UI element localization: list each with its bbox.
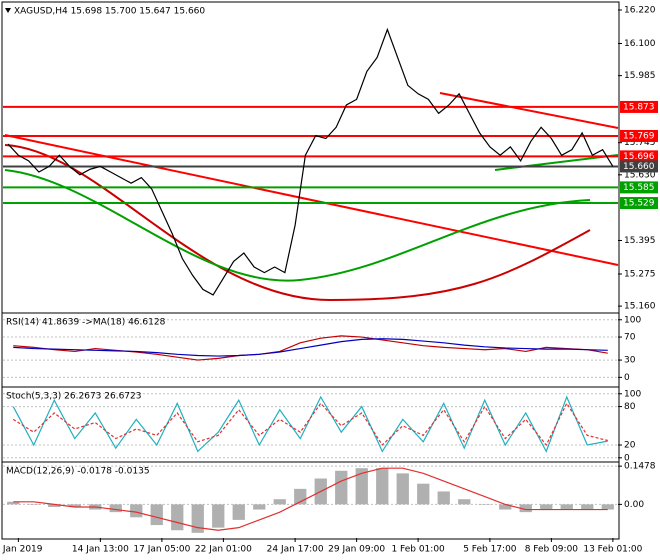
histogram-bar	[109, 504, 122, 513]
y-tick-label: 0.1478	[624, 462, 656, 472]
histogram-bar	[68, 504, 81, 507]
histogram-bar	[478, 504, 491, 505]
histogram-bar	[581, 504, 594, 510]
histogram-bar	[437, 491, 450, 505]
y-tick-label: 30	[624, 356, 636, 366]
x-tick-label: 9 Jan 2019	[0, 545, 43, 555]
y-tick-label: 15.745	[624, 138, 656, 148]
y-tick-label: 16.100	[624, 39, 656, 49]
y-tick-label: 70	[624, 333, 636, 343]
histogram-bar	[355, 468, 368, 505]
y-tick-label: 0	[624, 453, 630, 463]
moving-average	[4, 169, 591, 282]
histogram-bar	[253, 504, 266, 510]
y-tick-label: 80	[624, 402, 636, 412]
histogram-bar	[191, 504, 204, 533]
x-tick-label: 8 Feb 09:00	[525, 545, 579, 555]
indicator-line	[12, 402, 608, 447]
y-tick-label: 20	[624, 440, 636, 450]
histogram-bar	[7, 501, 20, 505]
x-tick-label: 24 Jan 17:00	[267, 545, 324, 555]
level-label: 15.660	[623, 162, 655, 172]
price-line	[7, 27, 614, 296]
histogram-bar	[601, 504, 614, 510]
y-tick-label: 15.630	[624, 170, 656, 180]
histogram-bar	[273, 499, 286, 505]
indicator-line	[13, 335, 608, 361]
title-icon	[5, 8, 11, 13]
x-tick-label: 22 Jan 01:00	[195, 545, 252, 555]
x-tick-label: 5 Feb 17:00	[463, 545, 517, 555]
panel-frame	[1, 461, 620, 540]
histogram-bar	[130, 504, 143, 518]
indicator-line	[13, 338, 608, 357]
histogram-bar	[232, 504, 245, 520]
indicator-title: RSI(14) 41.8639 ->MA(18) 46.6128	[6, 318, 166, 328]
level-box	[620, 150, 658, 163]
level-box	[620, 181, 658, 194]
trend-line	[439, 92, 619, 129]
histogram-bar	[499, 504, 512, 510]
moving-average	[4, 144, 591, 302]
y-tick-label: 0.00	[624, 500, 644, 510]
x-tick-label: 17 Jan 05:00	[133, 545, 190, 555]
indicator-line	[13, 467, 608, 531]
x-tick-label: 1 Feb 01:00	[391, 545, 445, 555]
y-tick-label: 100	[624, 315, 641, 325]
histogram-bar	[519, 504, 532, 513]
chart-title: XAGUSD,H4 15.698 15.700 15.647 15.660	[14, 7, 205, 17]
histogram-bar	[458, 499, 471, 505]
x-tick-label: 14 Jan 13:00	[72, 545, 129, 555]
histogram-bar	[376, 468, 389, 505]
level-label: 15.585	[623, 183, 655, 193]
level-box	[620, 100, 658, 113]
indicator-title: MACD(12,26,9) -0.0178 -0.0135	[6, 467, 150, 477]
level-box	[620, 129, 658, 142]
histogram-bar	[27, 504, 40, 505]
histogram-bar	[212, 504, 225, 528]
level-label: 15.873	[623, 102, 655, 112]
histogram-bar	[48, 504, 61, 507]
histogram-bar	[335, 470, 348, 505]
y-tick-label: 100	[624, 389, 641, 399]
level-label: 15.696	[623, 152, 655, 162]
indicator-title: Stoch(5,3,3) 26.2673 26.6723	[6, 392, 141, 402]
level-box	[620, 197, 658, 210]
histogram-bar	[150, 504, 163, 526]
y-tick-label: 15.395	[624, 236, 656, 246]
trend-line	[494, 154, 619, 171]
level-label: 15.529	[623, 199, 655, 209]
histogram-bar	[417, 483, 430, 505]
y-tick-label: 15.985	[624, 71, 656, 81]
histogram-bar	[396, 473, 409, 505]
histogram-bar	[540, 504, 553, 510]
level-label: 15.769	[623, 131, 655, 141]
y-tick-label: 0	[624, 373, 630, 383]
y-tick-label: 15.275	[624, 270, 656, 280]
level-box	[620, 160, 658, 173]
x-tick-label: 29 Jan 09:00	[328, 545, 385, 555]
x-tick-label: 13 Feb 01:00	[583, 545, 642, 555]
histogram-bar	[560, 504, 573, 510]
y-tick-label: 15.160	[624, 302, 656, 312]
y-tick-label: 16.220	[624, 5, 656, 15]
histogram-bar	[171, 504, 184, 531]
